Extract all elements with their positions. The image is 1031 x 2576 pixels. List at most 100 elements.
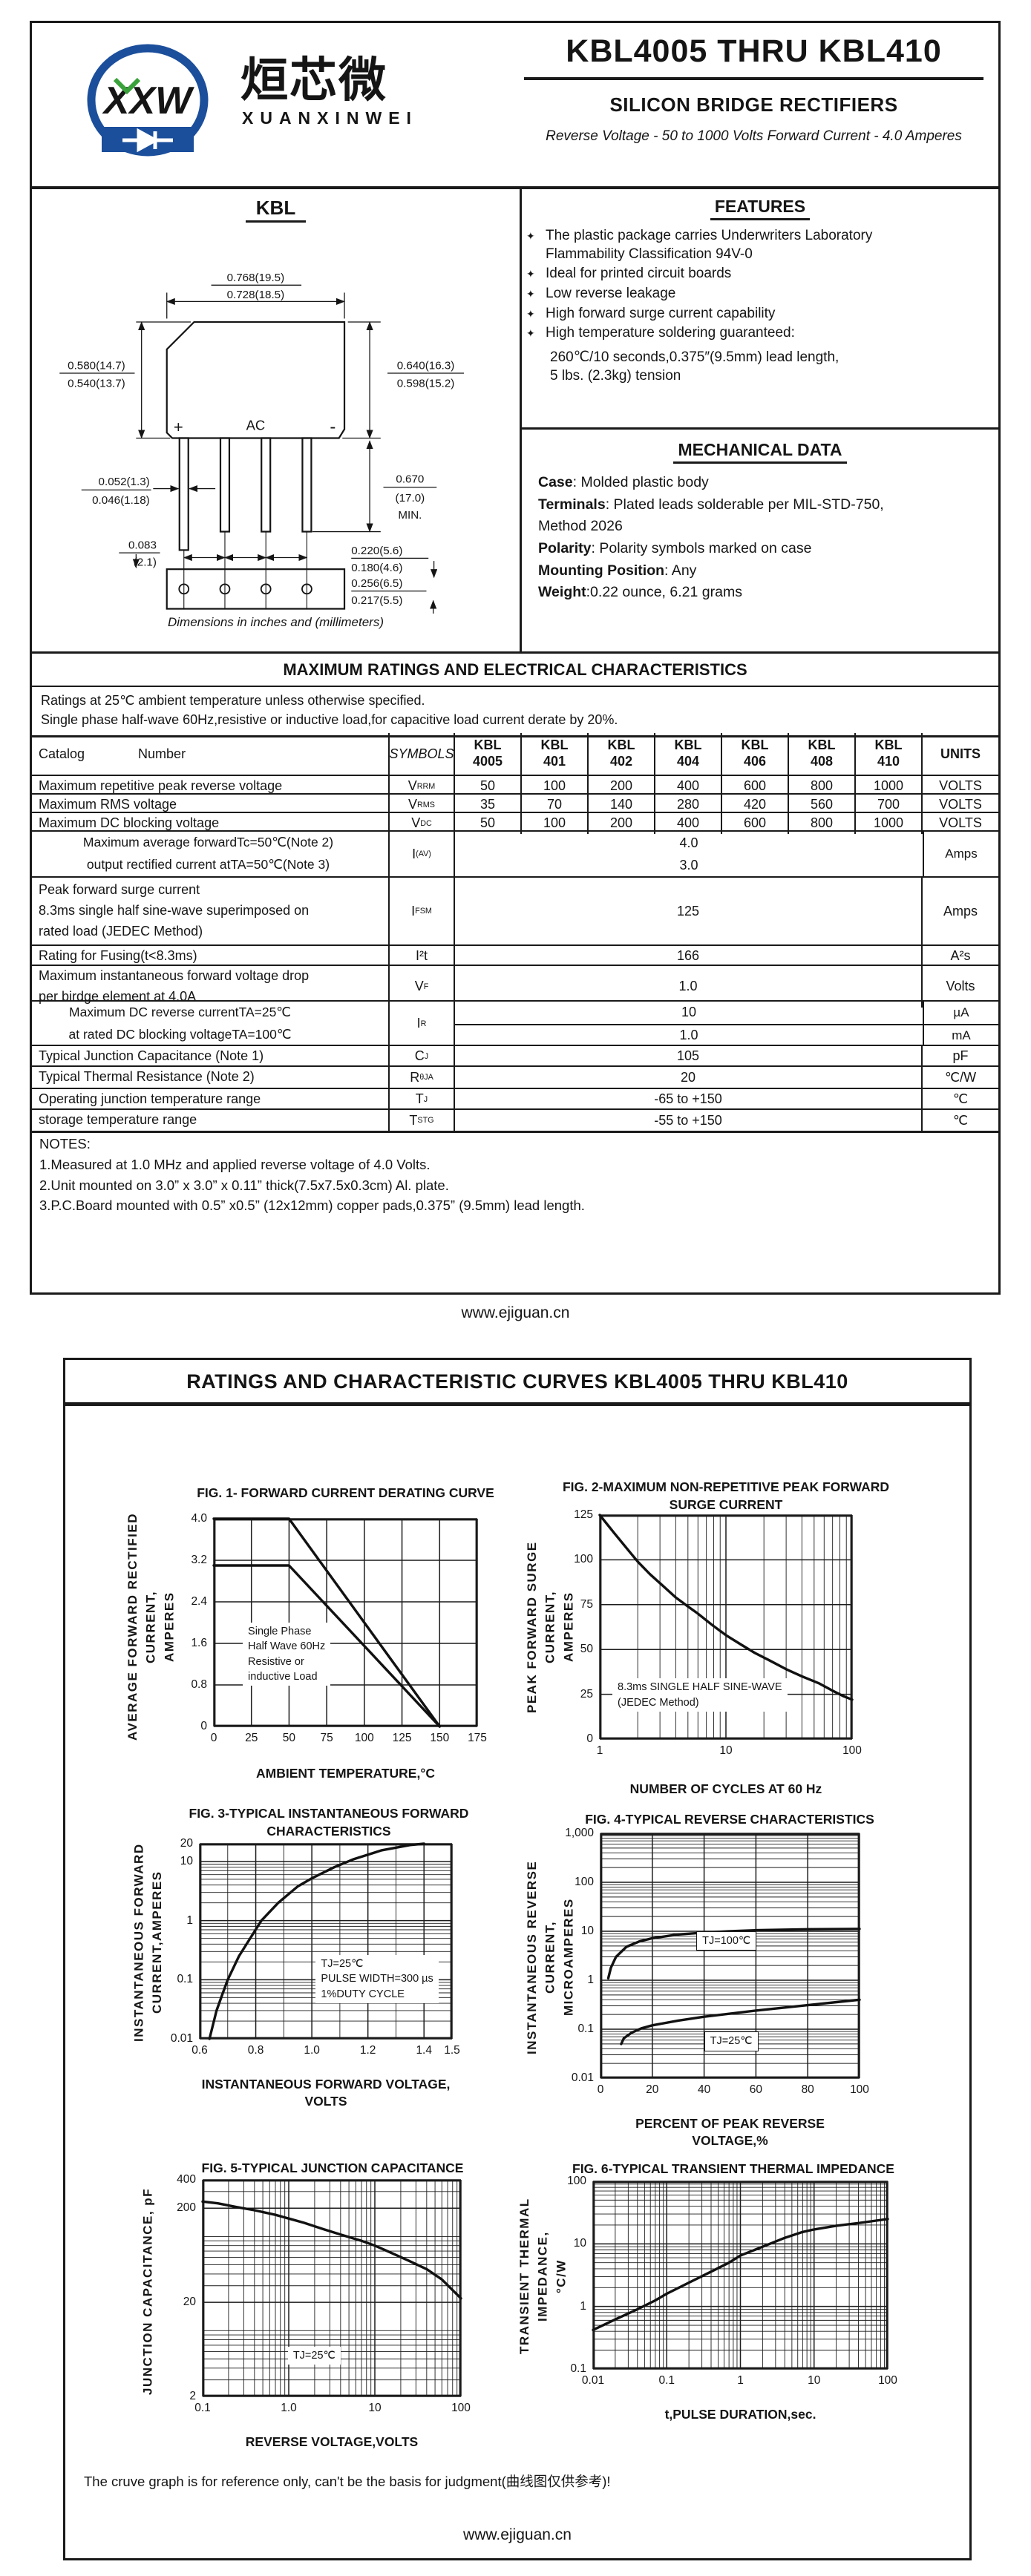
table-row: Maximum repetitive peak reverse voltage … [32, 775, 998, 797]
diamond-bullet-icon: ✦ [526, 327, 535, 340]
x-axis-tick: 100 [354, 1732, 374, 1744]
x-axis-tick: 0.1 [658, 2374, 675, 2387]
polarity-ac: AC [246, 417, 266, 433]
x-axis-tick: 100 [842, 1744, 862, 1757]
figure1-ylabel: AVERAGE FORWARD RECTIFIED CURRENT, AMPER… [125, 1513, 177, 1741]
dimensions-caption: Dimensions in inches and (millimeters) [168, 615, 384, 629]
feature-item: ✦ The plastic package carries Underwriter… [526, 227, 991, 263]
brand-logo-icon: XXW [87, 44, 209, 157]
mech-row: Weight:0.22 ounce, 6.21 grams [538, 584, 742, 601]
ratings-conditions: Ratings at 25℃ ambient temperature unles… [32, 686, 998, 738]
y-axis-tick: 0 [200, 1720, 207, 1732]
x-axis-tick: 100 [451, 2402, 471, 2414]
x-axis-tick: 0.8 [247, 2044, 264, 2057]
figure3-xlabel: INSTANTANEOUS FORWARD VOLTAGE, VOLTS [201, 2077, 451, 2109]
feature-item: ✦ Ideal for printed circuit boards [526, 265, 991, 283]
figure2-ylabel: PEAK FORWARD SURGE CURRENT, AMPERES [525, 1541, 576, 1713]
y-axis-tick: 25 [580, 1687, 593, 1701]
soldering-spec: 260℃/10 seconds,0.375″(9.5mm) lead lengt… [550, 349, 839, 384]
title-rule [524, 77, 983, 80]
figure4-xlabel: PERCENT OF PEAK REVERSE VOLTAGE,% [635, 2116, 825, 2148]
table-row: Peak forward surge current 8.3ms single … [32, 876, 998, 944]
page1-header: XXW 烜芯微 XUANXINWEI KBL4005 THRU KBL410 S… [32, 23, 998, 189]
dim-label: 0.180(4.6) [351, 562, 402, 574]
y-axis-tick: 10 [580, 1925, 594, 1937]
y-axis-tick: 1 [580, 2299, 586, 2313]
x-axis-tick: 10 [368, 2402, 382, 2414]
note-item: 1.Measured at 1.0 MHz and applied revers… [39, 1156, 431, 1172]
table-row: Maximum average forward Tc=50℃(Note 2) ou… [32, 830, 998, 876]
figure6-caption: FIG. 6-TYPICAL TRANSIENT THERMAL IMPEDAN… [572, 2161, 894, 2176]
dim-label: 0.217(5.5) [351, 594, 402, 607]
chart-canvas [201, 2179, 462, 2397]
figure2-caption: FIG. 2-MAXIMUM NON-REPETITIVE PEAK FORWA… [562, 1479, 890, 1512]
dim-label: (17.0) [396, 492, 425, 505]
table-header-row: Catalog Number SYMBOLS KBL 4005 KBL 401 KBL… [32, 733, 998, 775]
chart-annotation: TJ=25℃ [287, 2346, 341, 2365]
figure3-plot: 0.6 0.8 1.0 1.2 1.4 1.5 0.01 0.1 1 10 20 TJ=25℃ PUL… [171, 1837, 460, 2057]
figure4-caption: FIG. 4-TYPICAL REVERSE CHARACTERISTICS [585, 1812, 874, 1827]
y-axis-tick: 2 [189, 2390, 196, 2402]
series-curve [208, 1842, 425, 2040]
chart-canvas [199, 1842, 453, 2040]
notes-heading: NOTES: [39, 1136, 91, 1151]
dim-label: 0.220(5.6) [351, 545, 402, 557]
mech-row: Polarity: Polarity symbols marked on cas… [538, 539, 812, 556]
features-panel: FEATURES ✦ The plastic package carries Un… [522, 186, 998, 430]
dim-label: (2.1) [134, 556, 157, 569]
dim-label: 0.598(15.2) [397, 377, 455, 390]
series-curve [606, 1928, 861, 1979]
figure5-caption: FIG. 5-TYPICAL JUNCTION CAPACITANCE [201, 2161, 464, 2175]
series-curve [620, 1998, 861, 2046]
chart-canvas [598, 1514, 854, 1740]
x-axis-tick: 0.01 [581, 2374, 605, 2387]
y-axis-tick: 0.8 [191, 1678, 207, 1691]
chart-annotation: 8.3ms SINGLE HALF SINE-WAVE (JEDEC Metho… [612, 1678, 788, 1712]
diode-icon [122, 128, 173, 153]
mechanical-data-panel: MECHANICAL DATA Case: Molded plastic bod… [522, 430, 998, 651]
x-axis-tick: 1.0 [281, 2402, 297, 2414]
page-title: KBL4005 THRU KBL410 [566, 33, 942, 69]
website-footer: www.ejiguan.cn [463, 2526, 572, 2543]
x-axis-tick: 1.2 [359, 2044, 376, 2057]
diamond-bullet-icon: ✦ [526, 307, 535, 320]
polarity-minus: - [330, 417, 336, 437]
x-axis-tick: 25 [245, 1732, 258, 1744]
brand-name-chinese: 烜芯微 [240, 53, 387, 107]
y-axis-tick: 75 [580, 1597, 593, 1611]
dim-label: 0.728(18.5) [227, 289, 285, 301]
y-axis-tick: 0.1 [177, 1973, 193, 1986]
figure5-ylabel: JUNCTION CAPACITANCE, pF [140, 2187, 155, 2395]
x-axis-tick: 1 [596, 1744, 603, 1757]
curves-page-title: RATINGS AND CHARACTERISTIC CURVES KBL400… [65, 1360, 969, 1406]
y-axis-tick: 20 [180, 1837, 193, 1850]
dim-label: 0.580(14.7) [68, 360, 125, 372]
reference-footnote: The cruve graph is for reference only, c… [84, 2474, 611, 2489]
diamond-bullet-icon: ✦ [526, 230, 535, 242]
dim-label: 0.540(13.7) [68, 377, 125, 390]
y-axis-tick: 10 [573, 2237, 586, 2250]
mech-row: Case: Molded plastic body [538, 474, 709, 490]
series-curve [598, 1514, 854, 1701]
figure6-xlabel: t,PULSE DURATION,sec. [664, 2407, 816, 2422]
dim-label: 0.670 [396, 473, 424, 485]
y-axis-tick: 0.1 [570, 2362, 586, 2375]
y-axis-tick: 2.4 [191, 1595, 207, 1608]
datasheet-page-2: RATINGS AND CHARACTERISTIC CURVES KBL400… [63, 1358, 972, 2560]
figure5-plot: 0.1 1.0 10 100 2 20 200 400 TJ=25℃ [177, 2173, 471, 2414]
dim-label: 0.768(19.5) [227, 272, 285, 284]
y-axis-tick: 50 [580, 1643, 593, 1656]
package-dimension-drawing: + AC - 0.768(19.5) 0.728(18.5) 0.580(14.… [59, 272, 465, 614]
figure4-plot: 0 20 40 60 80 100 0.01 0.1 1 10 100 1,000 TJ=100℃ TJ=… [565, 1827, 869, 2096]
diamond-bullet-icon: ✦ [526, 268, 535, 280]
dim-label: 0.052(1.3) [99, 476, 150, 488]
dim-label: 0.083 [128, 539, 157, 552]
y-axis-tick: 10 [180, 1854, 193, 1867]
ratings-heading: MAXIMUM RATINGS AND ELECTRICAL CHARACTER… [32, 651, 998, 687]
x-axis-tick: 1.0 [304, 2044, 320, 2057]
y-axis-tick: 1,000 [565, 1827, 594, 1839]
figure3-caption: FIG. 3-TYPICAL INSTANTANEOUS FORWARD CHA… [189, 1806, 469, 1839]
y-axis-tick: 100 [567, 2175, 586, 2187]
diamond-bullet-icon: ✦ [526, 288, 535, 300]
